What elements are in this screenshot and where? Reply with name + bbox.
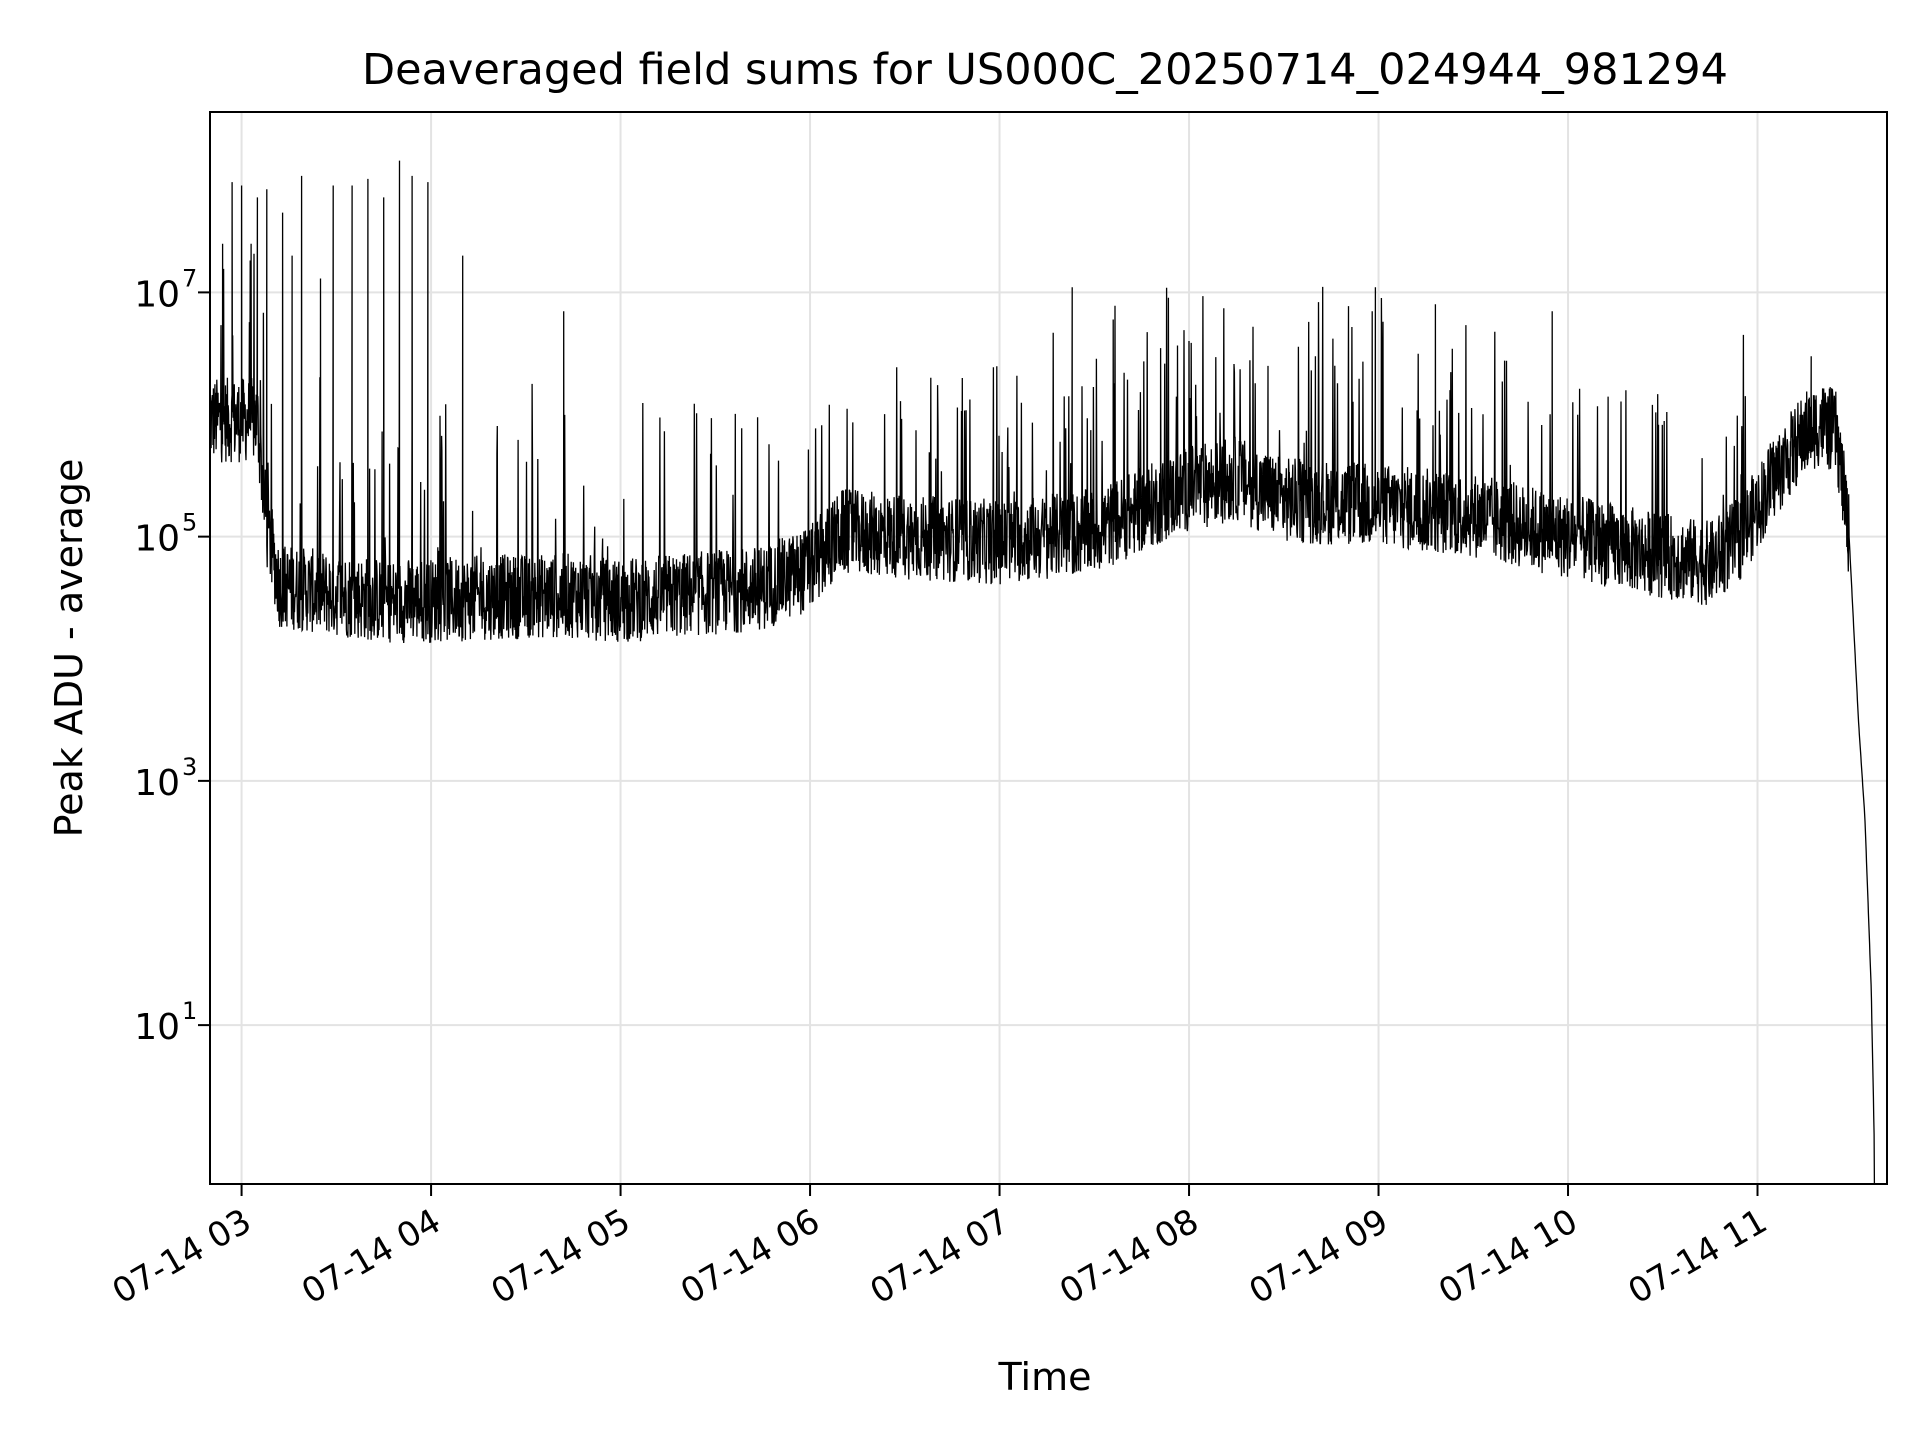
- plot-frame: [209, 111, 1888, 1185]
- chart-title: Deaveraged field sums for US000C_2025071…: [362, 45, 1728, 95]
- series-line: [209, 160, 1876, 1185]
- y-tick-exponent: 3: [182, 753, 197, 781]
- y-tick-label: 10: [134, 274, 180, 315]
- y-tick-exponent: 7: [182, 264, 197, 292]
- y-tick-exponent: 5: [182, 509, 197, 537]
- grid-lines: [210, 112, 1887, 1184]
- y-tick-label: 10: [134, 1007, 180, 1048]
- y-tick-exponent: 1: [182, 997, 197, 1025]
- y-axis-label: Peak ADU - average: [47, 459, 91, 838]
- y-tick-label: 10: [134, 763, 180, 804]
- data-series: [209, 160, 1876, 1185]
- y-tick-label: 10: [134, 519, 180, 560]
- x-axis-label: Time: [998, 1355, 1092, 1399]
